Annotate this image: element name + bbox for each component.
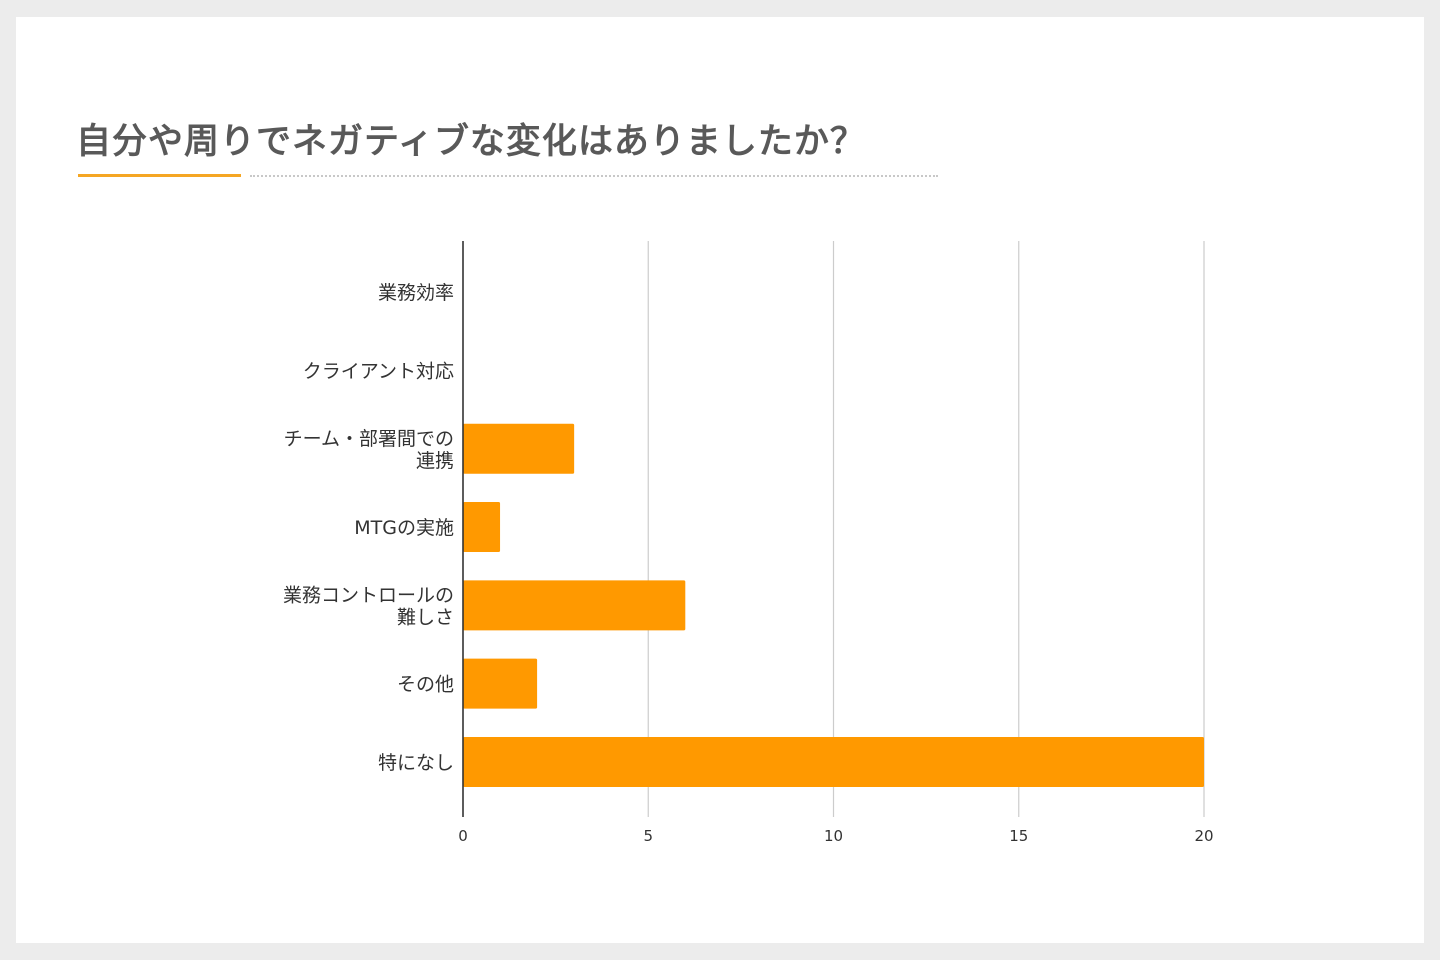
- title-dotted-rule: [250, 175, 938, 177]
- category-label: 業務コントロールの: [283, 584, 454, 606]
- category-label: 特になし: [378, 752, 454, 774]
- title-accent-rule: [78, 174, 241, 177]
- bar: [463, 423, 575, 474]
- category-label: 連携: [416, 450, 454, 472]
- category-label: MTGの実施: [354, 517, 454, 539]
- x-tick-label: 15: [1009, 827, 1028, 845]
- bar: [463, 658, 538, 709]
- slide: 自分や周りでネガティブな変化はありましたか？ 業務効率クライアント対応チーム・部…: [16, 17, 1424, 943]
- bar: [463, 502, 501, 553]
- bar: [463, 580, 686, 631]
- chart-gridlines: [647, 241, 1205, 817]
- bar: [463, 736, 1204, 787]
- x-tick-label: 0: [458, 827, 468, 845]
- category-label: クライアント対応: [303, 360, 454, 382]
- x-tick-label: 10: [824, 827, 843, 845]
- slide-title: 自分や周りでネガティブな変化はありましたか？: [76, 122, 866, 162]
- category-label: その他: [397, 674, 454, 696]
- x-tick-label: 5: [643, 827, 653, 845]
- category-label: チーム・部署間での: [284, 428, 454, 450]
- x-tick-label: 20: [1194, 827, 1213, 845]
- category-label: 難しさ: [397, 606, 454, 628]
- chart-bars: [463, 423, 1204, 787]
- chart-tick-labels: 0 5 10 15 20: [458, 827, 1213, 845]
- category-label: 業務効率: [378, 282, 454, 304]
